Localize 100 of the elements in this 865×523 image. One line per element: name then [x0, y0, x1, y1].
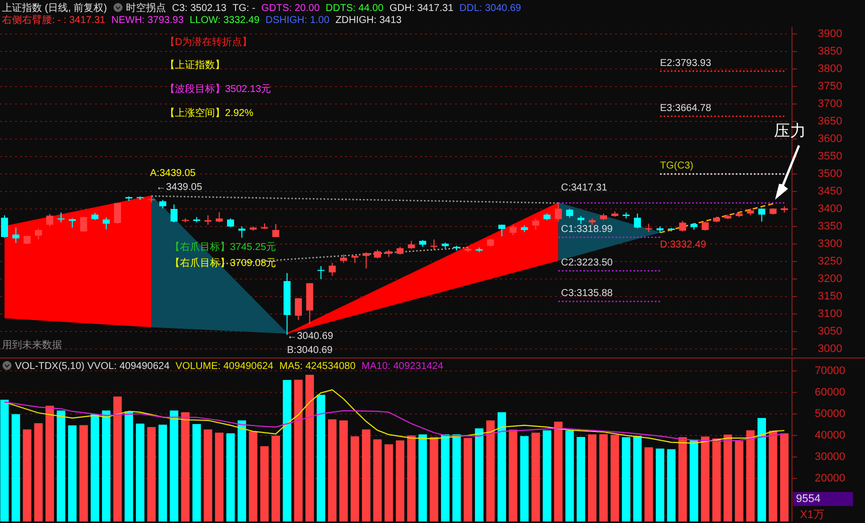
- y-tick-label: 3050: [818, 325, 842, 338]
- candlestick: [679, 220, 686, 232]
- text: TG: -: [232, 3, 256, 14]
- bar: [599, 434, 608, 522]
- annotation: ←3040.69: [287, 331, 334, 342]
- annotation: 用到未来数据: [2, 339, 62, 351]
- bar: [102, 410, 110, 522]
- bar: [667, 449, 676, 522]
- bar: [204, 429, 212, 522]
- annotation: 【上证指数】: [165, 59, 225, 71]
- annotation: 【D为潜在转折点】: [165, 36, 252, 48]
- text: LLOW: 3332.49: [190, 15, 260, 26]
- candlestick: [758, 208, 766, 222]
- bar: [316, 394, 326, 522]
- y-tick-label: 3650: [818, 115, 842, 128]
- bar: [373, 439, 382, 522]
- bar: [396, 440, 404, 522]
- bar: [656, 448, 664, 522]
- chart-subtitle: 时空拐点: [126, 2, 166, 14]
- candlestick: [68, 218, 76, 228]
- annotation: 【上涨空间】2.92%: [165, 107, 254, 119]
- annotation: C2:3223.50: [561, 257, 614, 268]
- y-tick-label: 3500: [818, 168, 842, 180]
- bar: [734, 441, 744, 522]
- annotation: 压力: [774, 121, 806, 140]
- bar: [260, 446, 269, 522]
- bar: [158, 424, 167, 522]
- bar: [701, 436, 710, 522]
- annotation: D:3332.49: [660, 239, 707, 250]
- candlestick: [12, 227, 20, 244]
- bar: [248, 431, 258, 522]
- y-tick-label: 3850: [818, 45, 842, 58]
- candlestick: [46, 213, 54, 227]
- y-tick-label: 70000: [814, 364, 846, 377]
- line-series: [4, 402, 785, 442]
- bar: [768, 430, 778, 522]
- candlestick: [238, 226, 246, 238]
- candlestick: [532, 218, 540, 230]
- bar: [464, 438, 472, 522]
- candlestick: [634, 213, 641, 229]
- bar: [520, 436, 529, 522]
- bar: [746, 430, 755, 522]
- chart-subtitle: VOLUME: 409490624: [176, 361, 274, 372]
- text: DSHIGH: 1.00: [266, 15, 330, 26]
- bar: [113, 396, 122, 522]
- candlestick: [317, 266, 324, 280]
- annotation: 【右爪目标】3745.25元: [170, 241, 276, 253]
- bar: [780, 433, 789, 522]
- bar: [238, 420, 246, 522]
- annotation: ←3439.05: [156, 182, 203, 193]
- bar: [452, 434, 461, 522]
- y-tick-label: 3000: [818, 342, 842, 355]
- annotation: C3:3135.88: [561, 288, 614, 300]
- annotation: E2:3793.93: [660, 58, 712, 69]
- annotation: TG(C3): [660, 160, 694, 172]
- candlestick: [170, 204, 178, 223]
- chart-title: 上证指数 (日线, 前复权): [2, 2, 107, 14]
- bar: [56, 410, 66, 522]
- bar: [124, 411, 134, 522]
- bar: [678, 437, 687, 522]
- bar: [12, 414, 20, 522]
- bar: [0, 400, 9, 522]
- annotation: A:3439.05: [150, 168, 196, 179]
- y-tick-label: 3300: [818, 238, 842, 250]
- text: GDH: 3417.31: [389, 3, 454, 14]
- y-tick-label: 30000: [814, 450, 846, 463]
- chart-title: VOL-TDX(5,10) VVOL: 409490624: [15, 361, 170, 372]
- bar: [486, 420, 495, 522]
- bar: [430, 436, 438, 522]
- bar: [305, 374, 314, 522]
- bar: [542, 430, 552, 522]
- y-tick-label: 3250: [818, 255, 842, 268]
- candlestick: [554, 202, 562, 222]
- bar: [170, 410, 178, 522]
- y-tick-label: 3750: [818, 80, 842, 92]
- bar: [68, 425, 77, 522]
- bar: [45, 406, 54, 522]
- y-tick-label: 40000: [814, 429, 846, 442]
- bar: [215, 432, 224, 522]
- bar: [724, 434, 732, 522]
- bar: [272, 436, 280, 522]
- bar: [282, 380, 292, 522]
- y-tick-label: 50000: [814, 408, 846, 420]
- text: 9554: [796, 492, 820, 505]
- bar: [441, 434, 450, 522]
- bar: [328, 419, 337, 522]
- y-tick-label: 3150: [818, 290, 842, 302]
- bar: [418, 434, 427, 522]
- bar: [22, 429, 32, 522]
- y-axis-title: X1万: [800, 509, 824, 521]
- y-tick-label: 3900: [818, 28, 842, 40]
- annotation: C1:3318.99: [561, 224, 614, 235]
- line-series: [4, 389, 785, 444]
- candlestick: [328, 262, 336, 276]
- candlestick: [34, 228, 42, 240]
- annotation: C:3417.31: [561, 182, 608, 194]
- text: ZDHIGH: 3413: [335, 15, 402, 26]
- bar: [79, 425, 88, 522]
- text: DDTS: 44.00: [326, 3, 384, 14]
- y-tick-label: 20000: [814, 472, 846, 484]
